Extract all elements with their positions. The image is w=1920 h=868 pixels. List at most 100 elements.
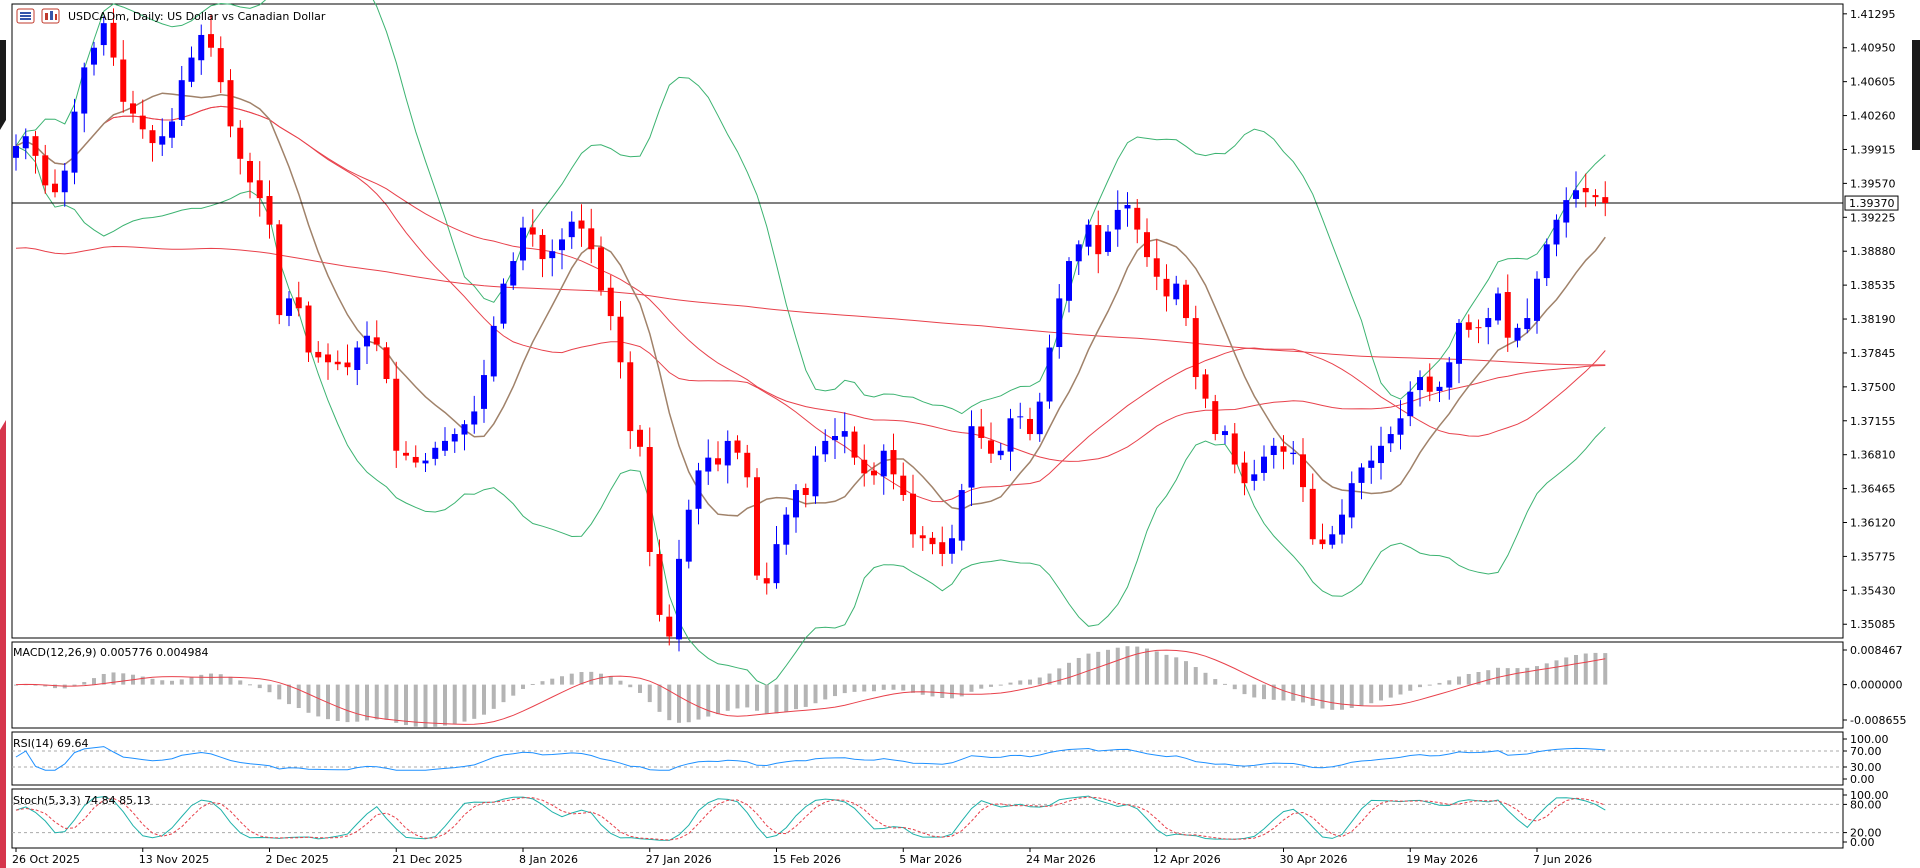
macd-histogram-bar [491,684,496,709]
candle-body [208,34,214,48]
candle [1329,525,1336,549]
candle-body [1543,244,1550,279]
macd-histogram-bar [1291,684,1296,701]
chart-menu-icon[interactable] [16,8,35,24]
macd-histogram-bar [189,677,194,685]
macd-histogram-bar [1320,684,1325,709]
macd-histogram-bar [1115,647,1120,685]
stoch-tick-label: 20.00 [1850,827,1882,840]
candle-body [1582,188,1589,193]
candle-body [1105,231,1111,252]
candle [1543,238,1550,286]
candle [276,220,283,325]
macd-histogram-bar [335,684,340,721]
time-tick-label: 12 Apr 2026 [1153,853,1221,866]
macd-histogram-bar [1232,684,1237,690]
macd-histogram-bar [1486,670,1491,685]
candle [1066,257,1072,313]
candle [227,69,234,138]
macd-panel[interactable] [14,646,1608,728]
candle [1387,426,1394,452]
candle-body [1124,205,1131,209]
candle [715,441,721,472]
candle-body [32,136,39,156]
candle-body [1456,322,1462,364]
candle-body [1163,278,1170,297]
candle-body [812,455,819,497]
macd-histogram-bar [1427,684,1432,686]
macd-histogram-bar [101,673,106,685]
price-panel[interactable] [12,0,1843,686]
candle [919,526,926,551]
candle [978,408,985,449]
macd-histogram-bar [355,684,360,722]
candle-body [1602,197,1609,204]
candle [247,152,253,199]
candle [500,278,507,329]
candle [637,425,643,457]
macd-histogram-bar [1086,653,1091,685]
candle [1027,407,1033,441]
macd-histogram-bar [1125,646,1130,685]
candle-body [900,475,907,495]
macd-histogram-bar [1174,657,1179,685]
candle [1436,381,1443,402]
candle [1270,437,1277,469]
macd-histogram-bar [1544,663,1549,685]
candle-body [939,542,946,554]
candle [1339,499,1345,544]
macd-histogram-bar [550,678,555,685]
stoch-tick-label: 0.00 [1850,836,1875,849]
candle [617,300,624,379]
macd-histogram-bar [813,684,818,704]
candle-body [364,335,370,347]
candle-body [1046,347,1053,402]
candle [1397,400,1404,450]
macd-histogram-bar [1330,684,1335,710]
candle [1017,402,1024,429]
candle-body [1417,377,1423,391]
candle-body [217,48,224,83]
candle-body [373,337,380,345]
candle-body [149,130,156,144]
time-tick-label: 30 Apr 2026 [1280,853,1348,866]
candle [71,98,78,185]
stoch-panel-frame [11,788,1844,849]
candle [422,453,429,472]
candle [1300,438,1306,502]
candle-body [1592,195,1599,198]
candle-body [1387,434,1394,444]
macd-histogram-bar [160,680,165,685]
chart-type-icon[interactable] [41,8,60,24]
macd-histogram-bar [842,684,847,694]
macd-histogram-bar [1164,654,1169,685]
candle [1280,435,1287,470]
macd-histogram-bar [443,684,447,726]
candle-body [1270,445,1277,455]
candle-body [403,452,409,456]
macd-histogram-bar [891,684,896,690]
chart-title-bar: USDCADm, Daily: US Dollar vs Canadian Do… [16,8,326,24]
stoch-panel[interactable] [12,795,1843,841]
candle-body [851,431,858,458]
candle-body [305,305,312,353]
candle [1592,189,1599,207]
candle-body [1095,225,1102,255]
candle-body [744,452,751,478]
time-tick-label: 5 Mar 2026 [899,853,962,866]
macd-histogram-bar [1213,679,1218,685]
candle [783,507,790,555]
candle [451,428,458,453]
macd-histogram-bar [92,678,96,685]
candle-body [461,424,468,435]
rsi-panel[interactable] [12,746,1843,771]
macd-histogram-bar [218,674,223,685]
right-side-accent [1912,40,1920,150]
macd-histogram-bar [1067,662,1071,685]
candle-body [295,297,302,309]
macd-histogram-bar [1496,667,1500,685]
macd-histogram-bar [72,684,77,686]
candle-body [617,316,624,363]
candle-body [1231,433,1238,465]
candle [1582,173,1589,208]
